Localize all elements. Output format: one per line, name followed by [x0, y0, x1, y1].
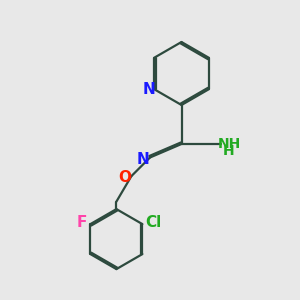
Text: Cl: Cl — [146, 215, 162, 230]
Text: N: N — [137, 152, 150, 166]
Text: H: H — [223, 144, 235, 158]
Text: O: O — [118, 170, 131, 185]
Text: N: N — [142, 82, 155, 97]
Text: F: F — [77, 215, 87, 230]
Text: NH: NH — [217, 137, 241, 151]
